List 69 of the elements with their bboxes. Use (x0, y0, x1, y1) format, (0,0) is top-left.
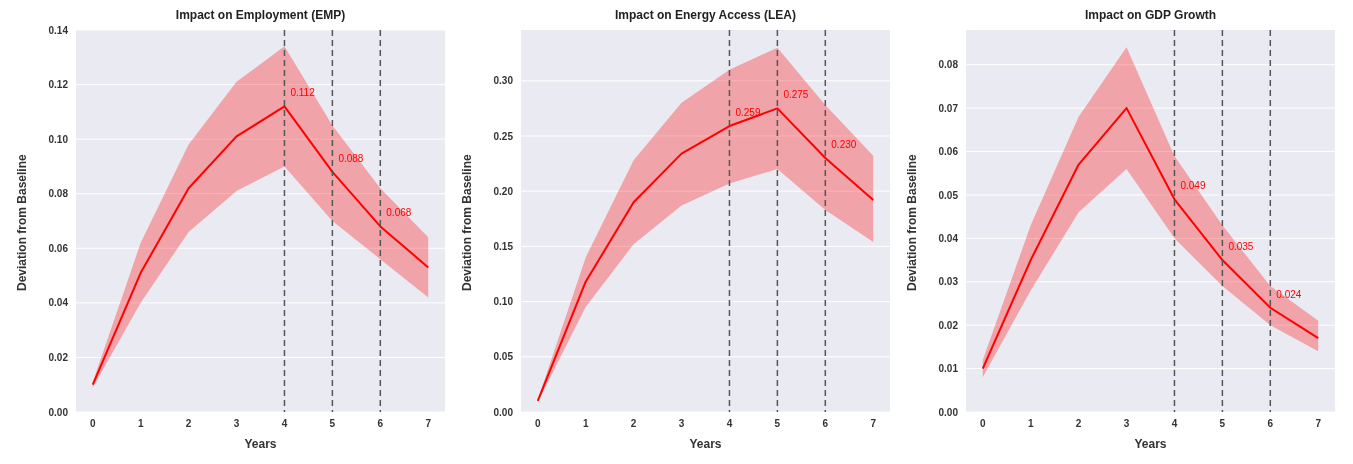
chart-title: Impact on Energy Access (LEA) (614, 8, 797, 24)
y-tick-label: 0.10 (48, 133, 69, 145)
y-tick-label: 0.12 (48, 79, 69, 91)
y-tick-label: 0.00 (938, 406, 959, 418)
y-tick-label: 0.01 (938, 363, 959, 375)
x-tick-label: 3 (1123, 418, 1130, 430)
x-tick-label: 7 (425, 418, 432, 430)
x-axis-title: Years (689, 437, 722, 451)
y-tick-label: 0.02 (938, 319, 959, 331)
x-tick-label: 2 (630, 418, 637, 430)
y-axis-title: Deviation from Baseline (460, 153, 475, 291)
y-axis-title: Deviation from Baseline (15, 153, 30, 291)
y-tick-label: 0.04 (48, 297, 69, 309)
x-tick-label: 0 (534, 418, 541, 430)
x-tick-label: 2 (1075, 418, 1082, 430)
x-tick-label: 3 (233, 418, 240, 430)
y-tick-label: 0.05 (938, 189, 959, 201)
x-tick-label: 7 (870, 418, 877, 430)
x-tick-label: 1 (1027, 418, 1034, 430)
data-label: 0.024 (1276, 288, 1302, 300)
y-tick-label: 0.06 (938, 146, 959, 158)
line-series (981, 107, 1320, 370)
x-tick-label: 6 (822, 418, 829, 430)
y-tick-label: 0.06 (48, 242, 69, 254)
x-tick-label: 4 (281, 418, 288, 430)
y-tick-label: 0.03 (938, 276, 959, 288)
data-label: 0.112 (290, 87, 316, 99)
x-tick-label: 3 (678, 418, 685, 430)
data-label: 0.049 (1180, 180, 1206, 192)
x-tick-label: 2 (185, 418, 192, 430)
x-tick-label: 4 (726, 418, 733, 430)
data-label: 0.068 (386, 207, 412, 219)
x-tick-label: 6 (1267, 418, 1274, 430)
x-axis-title: Years (1134, 437, 1167, 451)
y-tick-label: 0.02 (48, 351, 69, 363)
chart-title: Impact on Employment (EMP) (174, 8, 347, 24)
x-tick-label: 0 (89, 418, 96, 430)
y-tick-label: 0.08 (48, 188, 69, 200)
x-tick-label: 1 (137, 418, 144, 430)
data-label: 0.230 (831, 139, 857, 151)
x-tick-label: 6 (377, 418, 384, 430)
y-tick-label: 0.25 (493, 130, 514, 142)
y-tick-label: 0.14 (48, 24, 69, 36)
data-label: 0.259 (735, 107, 761, 119)
y-tick-label: 0.00 (493, 406, 514, 418)
x-tick-label: 7 (1315, 418, 1322, 430)
x-tick-label: 5 (774, 418, 781, 430)
y-tick-label: 0.30 (493, 75, 514, 87)
line-series (536, 107, 875, 402)
x-tick-label: 0 (979, 418, 986, 430)
y-axis-title: Deviation from Baseline (905, 153, 920, 291)
y-tick-label: 0.10 (493, 296, 514, 308)
x-tick-label: 4 (1171, 418, 1178, 430)
data-label: 0.035 (1228, 241, 1254, 253)
y-tick-label: 0.20 (493, 185, 514, 197)
chart-title: Impact on GDP Growth (1083, 8, 1218, 24)
y-tick-label: 0.07 (938, 102, 959, 114)
y-tick-label: 0.05 (493, 351, 514, 363)
line-series (91, 105, 430, 386)
x-tick-label: 1 (582, 418, 589, 430)
data-label: 0.275 (783, 89, 809, 101)
x-tick-label: 5 (1219, 418, 1226, 430)
y-tick-label: 0.15 (493, 240, 514, 252)
y-tick-label: 0.08 (938, 59, 959, 71)
data-label: 0.088 (338, 152, 364, 164)
x-axis-title: Years (244, 437, 277, 451)
y-tick-label: 0.04 (938, 232, 959, 244)
y-tick-label: 0.00 (48, 406, 69, 418)
x-tick-label: 5 (329, 418, 336, 430)
